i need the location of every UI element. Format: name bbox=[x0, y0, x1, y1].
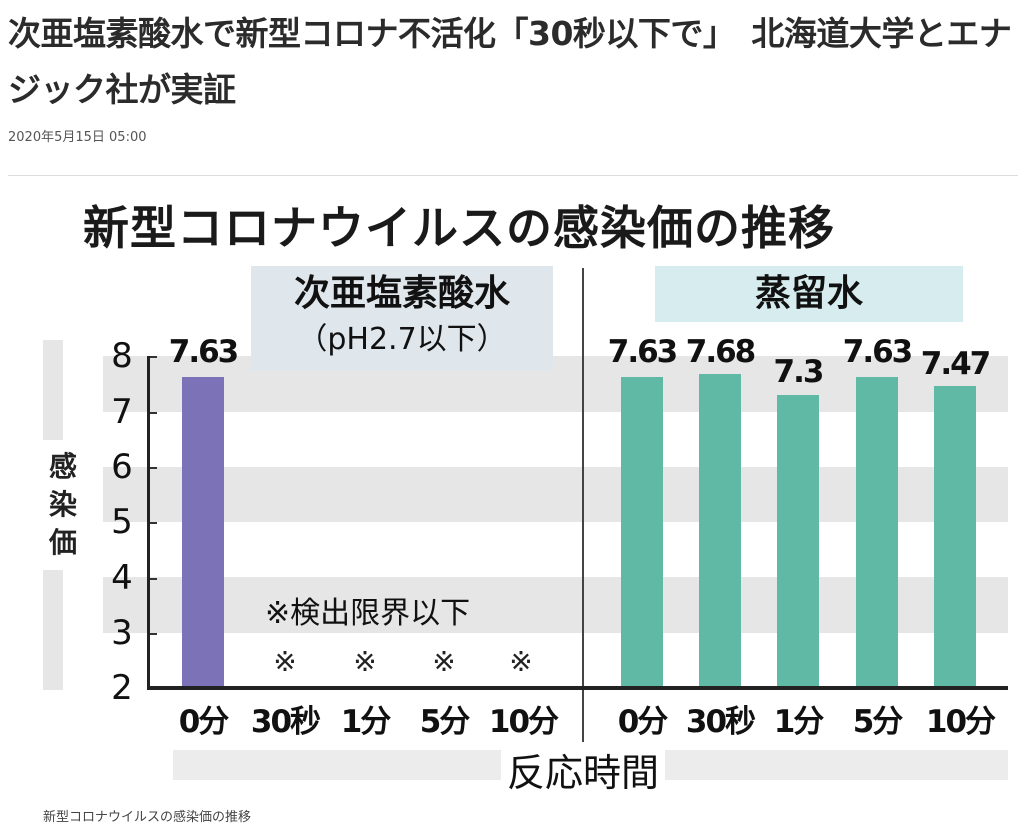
group-label-hypochlorous: 次亜塩素酸水 （pH2.7以下） bbox=[251, 266, 553, 371]
detection-limit-note: ※検出限界以下 bbox=[265, 596, 471, 631]
bar-hypochlorous-0min bbox=[182, 377, 224, 688]
band-left-bottom bbox=[43, 570, 63, 690]
value-label: 7.63 bbox=[842, 334, 914, 370]
x-axis bbox=[147, 686, 1008, 690]
tick-mark bbox=[147, 412, 157, 414]
tick-mark bbox=[147, 467, 157, 469]
figure-caption: 新型コロナウイルスの感染価の推移 bbox=[43, 810, 252, 825]
divider bbox=[8, 175, 1018, 176]
y-tick-6: 6 bbox=[111, 447, 133, 487]
y-tick-7: 7 bbox=[111, 392, 133, 432]
value-label: 7.3 bbox=[773, 354, 825, 390]
x-tick-label: 1分 bbox=[773, 704, 825, 740]
group-name: 次亜塩素酸水 bbox=[293, 273, 510, 314]
tick-mark bbox=[147, 578, 157, 580]
y-axis-label: 感染価 bbox=[43, 448, 83, 562]
value-label: 7.68 bbox=[685, 334, 757, 370]
y-tick-2: 2 bbox=[111, 668, 133, 708]
bar-distilled-10min bbox=[934, 386, 976, 688]
value-label: 7.63 bbox=[607, 334, 679, 370]
tick-mark bbox=[147, 522, 157, 524]
chart-title: 新型コロナウイルスの感染価の推移 bbox=[83, 201, 835, 255]
below-detection-mark: ※ bbox=[273, 645, 297, 678]
x-tick-label: 5分 bbox=[852, 704, 904, 740]
x-axis-title: 反応時間 bbox=[501, 742, 666, 792]
y-tick-8: 8 bbox=[111, 336, 133, 376]
tick-mark bbox=[147, 633, 157, 635]
bar-distilled-0min bbox=[621, 377, 663, 688]
group-label-distilled: 蒸留水 bbox=[655, 266, 963, 322]
x-tick-label: 10分 bbox=[925, 704, 996, 740]
below-detection-mark: ※ bbox=[353, 645, 377, 678]
tick-mark bbox=[147, 356, 157, 358]
x-tick-label: 0分 bbox=[178, 704, 230, 740]
y-axis bbox=[147, 356, 150, 689]
band-left-top bbox=[43, 340, 63, 440]
next-image-button[interactable] bbox=[1003, 674, 1008, 726]
publish-date: 2020年5月15日 05:00 bbox=[8, 130, 147, 145]
article-headline: 次亜塩素酸水で新型コロナ不活化「30秒以下で」 北海道大学とエナジック社が実証 bbox=[8, 14, 1012, 109]
chevron-right-icon bbox=[1006, 674, 1008, 726]
below-detection-mark: ※ bbox=[432, 645, 456, 678]
bar-distilled-1min bbox=[777, 395, 819, 688]
y-tick-4: 4 bbox=[111, 558, 133, 598]
x-tick-label: 10分 bbox=[488, 704, 559, 740]
group-subtitle: （pH2.7以下） bbox=[297, 322, 507, 357]
bar-distilled-30s bbox=[699, 374, 741, 688]
group-divider bbox=[582, 268, 584, 742]
value-label: 7.63 bbox=[168, 334, 240, 370]
y-tick-3: 3 bbox=[111, 613, 133, 653]
y-tick-5: 5 bbox=[111, 502, 133, 542]
value-label: 7.47 bbox=[920, 346, 992, 382]
y-axis-label-text: 感染価 bbox=[48, 450, 77, 559]
x-tick-label: 0分 bbox=[617, 704, 669, 740]
below-detection-mark: ※ bbox=[509, 645, 533, 678]
bar-distilled-5min bbox=[856, 377, 898, 688]
x-tick-label: 5分 bbox=[419, 704, 471, 740]
x-tick-label: 1分 bbox=[340, 704, 392, 740]
x-tick-label: 30秒 bbox=[250, 704, 321, 740]
x-tick-label: 30秒 bbox=[685, 704, 756, 740]
chart-figure: 新型コロナウイルスの感染価の推移 次亜塩素酸水 （pH2.7以下） 蒸留水 感染… bbox=[43, 190, 1008, 792]
